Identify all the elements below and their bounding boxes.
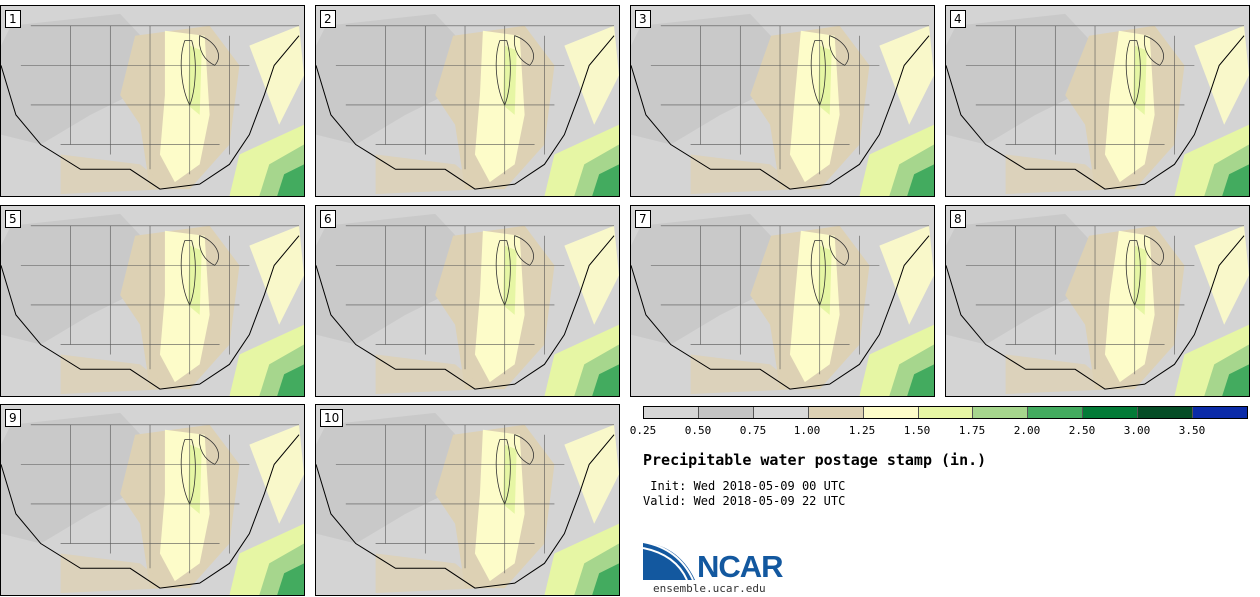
legend-tick-label: 3.50 bbox=[1178, 424, 1206, 437]
legend-swatch bbox=[753, 407, 809, 418]
legend-tick-label: 1.50 bbox=[903, 424, 931, 437]
valid-time: Valid: Wed 2018-05-09 22 UTC bbox=[643, 494, 846, 508]
legend-tick-label: 3.00 bbox=[1123, 424, 1151, 437]
legend-swatch bbox=[1028, 407, 1084, 418]
legend-tick-label: 1.25 bbox=[848, 424, 876, 437]
legend-swatch bbox=[973, 407, 1029, 418]
postage-stamp-map: 7 bbox=[630, 205, 935, 397]
postage-stamp-map: 4 bbox=[945, 5, 1250, 197]
ensemble-url: ensemble.ucar.edu bbox=[653, 582, 766, 595]
ensemble-member-label: 3 bbox=[635, 10, 651, 28]
postage-stamp-map: 6 bbox=[315, 205, 620, 397]
legend-swatch bbox=[644, 407, 699, 418]
legend-swatch bbox=[1138, 407, 1194, 418]
ensemble-member-label: 1 bbox=[5, 10, 21, 28]
legend-tick-labels: 0.25 0.50 0.75 1.00 1.25 1.50 1.75 2.00 2.50 3.00… bbox=[630, 424, 1250, 438]
postage-stamp-map: 5 bbox=[0, 205, 305, 397]
legend-swatch bbox=[1083, 407, 1139, 418]
legend-swatch bbox=[1193, 407, 1247, 418]
postage-stamp-map: 10 bbox=[315, 404, 620, 596]
postage-stamp-map: 1 bbox=[0, 5, 305, 197]
ncar-logo-icon bbox=[643, 541, 695, 581]
init-time: Init: Wed 2018-05-09 00 UTC bbox=[643, 479, 846, 493]
ensemble-member-label: 7 bbox=[635, 210, 651, 228]
ensemble-member-label: 6 bbox=[320, 210, 336, 228]
legend-tick-label: 0.50 bbox=[684, 424, 712, 437]
legend-tick-label: 1.00 bbox=[793, 424, 821, 437]
ensemble-member-label: 9 bbox=[5, 409, 21, 427]
ensemble-member-label: 8 bbox=[950, 210, 966, 228]
legend-swatch bbox=[808, 407, 864, 418]
legend-tick-label: 2.50 bbox=[1068, 424, 1096, 437]
postage-stamp-map: 2 bbox=[315, 5, 620, 197]
ncar-logo-text: NCAR bbox=[697, 549, 784, 584]
legend-tick-label: 0.75 bbox=[739, 424, 767, 437]
ensemble-member-label: 5 bbox=[5, 210, 21, 228]
postage-stamp-map: 3 bbox=[630, 5, 935, 197]
postage-stamp-map: 8 bbox=[945, 205, 1250, 397]
page-title: Precipitable water postage stamp (in.) bbox=[643, 451, 987, 469]
ensemble-member-label: 4 bbox=[950, 10, 966, 28]
legend-swatch bbox=[863, 407, 919, 418]
color-legend-bar bbox=[643, 406, 1248, 419]
legend-swatch bbox=[918, 407, 974, 418]
legend-tick-label: 1.75 bbox=[958, 424, 986, 437]
legend-swatch bbox=[698, 407, 754, 418]
ensemble-member-label: 2 bbox=[320, 10, 336, 28]
ensemble-member-label: 10 bbox=[320, 409, 344, 427]
postage-stamp-map: 9 bbox=[0, 404, 305, 596]
legend-tick-label: 2.00 bbox=[1013, 424, 1041, 437]
legend-tick-label: 0.25 bbox=[629, 424, 657, 437]
